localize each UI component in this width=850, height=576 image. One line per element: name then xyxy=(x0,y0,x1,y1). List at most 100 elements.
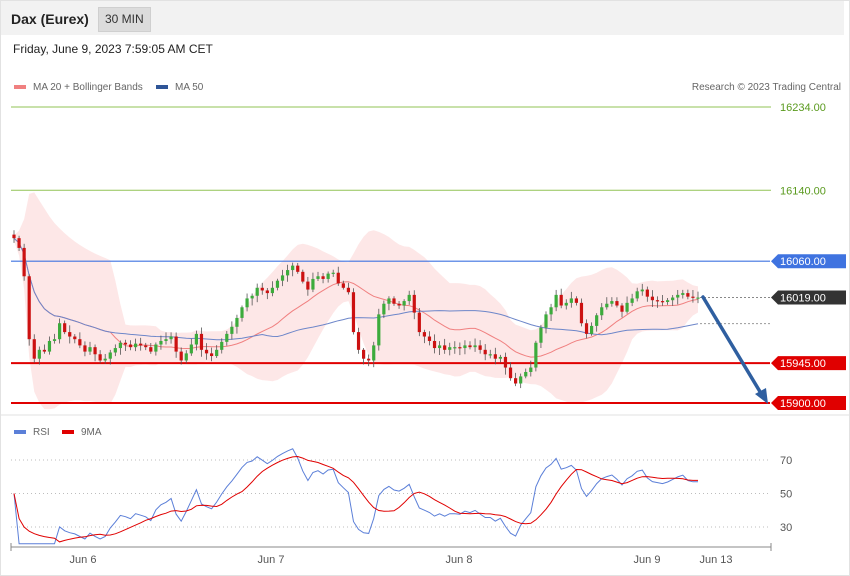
level-label: 16140.00 xyxy=(780,185,826,197)
candle-body xyxy=(73,336,77,340)
bollinger-band-area xyxy=(14,192,698,410)
candle-body xyxy=(448,347,452,350)
candle-body xyxy=(650,296,654,301)
candle-body xyxy=(255,287,259,296)
candle-body xyxy=(336,272,340,284)
candle-body xyxy=(407,294,411,302)
candle-body xyxy=(478,345,482,350)
instrument-title: Dax (Eurex) xyxy=(11,11,89,27)
candle-body xyxy=(301,271,305,282)
candle-body xyxy=(367,358,371,361)
candle-body xyxy=(17,238,21,248)
candle-body xyxy=(564,302,568,306)
candle-body xyxy=(296,265,300,272)
candle-body xyxy=(235,317,239,327)
candle-body xyxy=(569,298,573,303)
candle-body xyxy=(189,344,193,354)
candle-body xyxy=(432,340,437,349)
candle-body xyxy=(514,378,518,384)
candle-body xyxy=(635,291,639,299)
candle-body xyxy=(676,294,680,298)
candle-body xyxy=(341,283,345,288)
x-tick-label: Jun 6 xyxy=(70,554,97,566)
candle-body xyxy=(458,347,462,349)
candle-body xyxy=(215,349,219,357)
candle-body xyxy=(52,339,57,341)
candles xyxy=(12,230,700,389)
forecast-arrow xyxy=(701,295,768,404)
candle-body xyxy=(382,303,386,315)
candle-body xyxy=(275,280,280,288)
rsi-line xyxy=(13,448,698,545)
candle-body xyxy=(671,297,675,301)
x-tick-label: Jun 7 xyxy=(258,554,285,566)
candle-body xyxy=(316,276,320,279)
candle-body xyxy=(438,345,442,349)
candle-body xyxy=(579,302,584,324)
rsi-tick: 70 xyxy=(780,455,792,467)
candle-body xyxy=(134,343,138,348)
candle-body xyxy=(524,371,528,377)
candle-body xyxy=(103,358,107,361)
candle-body xyxy=(98,354,102,361)
candle-body xyxy=(331,272,335,274)
candle-body xyxy=(473,345,477,348)
candle-body xyxy=(123,342,128,345)
candle-body xyxy=(58,323,62,340)
rsi-tick: 30 xyxy=(780,522,792,534)
candle-body xyxy=(37,349,41,359)
rsi-ma-line xyxy=(13,455,698,543)
time-axis: Jun 6 Jun 7 Jun 8 Jun 9 Jun 13 xyxy=(10,543,772,566)
level-label: 15945.00 xyxy=(780,358,826,370)
candle-body xyxy=(584,323,589,334)
candle-body xyxy=(78,339,82,346)
candle-body xyxy=(625,302,629,312)
candle-body xyxy=(118,342,122,349)
candle-body xyxy=(483,349,487,355)
candle-body xyxy=(397,303,401,306)
timestamp: Friday, June 9, 2023 7:59:05 AM CET xyxy=(13,42,213,56)
candle-body xyxy=(605,303,609,308)
candle-body xyxy=(210,353,214,357)
candle-body xyxy=(174,336,178,352)
candle-body xyxy=(184,353,188,361)
level-label-bg xyxy=(771,396,846,410)
candle-body xyxy=(83,345,87,352)
level-label: 16019.00 xyxy=(780,293,826,305)
x-tick-label: Jun 13 xyxy=(699,554,732,566)
candle-body xyxy=(356,332,361,350)
candle-body xyxy=(230,326,234,334)
candle-body xyxy=(468,345,472,348)
rsi-tick: 50 xyxy=(780,489,792,501)
candle-body xyxy=(412,294,416,313)
candle-body xyxy=(645,289,649,297)
timeframe-badge[interactable]: 30 MIN xyxy=(98,7,151,32)
candle-body xyxy=(534,342,538,368)
x-tick-label: Jun 9 xyxy=(634,554,661,566)
candle-body xyxy=(696,297,700,299)
candle-body xyxy=(291,265,295,271)
candle-body xyxy=(240,307,244,318)
candle-body xyxy=(154,344,158,352)
candle-body xyxy=(453,347,457,349)
candle-body xyxy=(422,332,426,337)
candle-body xyxy=(620,305,624,312)
candle-body xyxy=(402,301,406,306)
candle-body xyxy=(220,341,224,350)
candle-body xyxy=(372,345,376,361)
candle-body xyxy=(493,354,497,359)
arrow-head xyxy=(755,388,768,404)
candle-body xyxy=(554,294,558,308)
candle-body xyxy=(519,376,523,384)
candle-body xyxy=(544,314,548,328)
level-lines xyxy=(11,106,771,404)
legend-swatch-rsi xyxy=(14,430,26,434)
candle-body xyxy=(686,293,690,297)
candle-body xyxy=(362,349,366,359)
legend-ma20: MA 20 + Bollinger Bands xyxy=(33,82,143,93)
candle-body xyxy=(149,347,153,352)
candle-body xyxy=(463,345,467,349)
header-bar: Dax (Eurex) 30 MIN xyxy=(1,1,844,35)
copyright: Research © 2023 Trading Central xyxy=(692,82,841,93)
